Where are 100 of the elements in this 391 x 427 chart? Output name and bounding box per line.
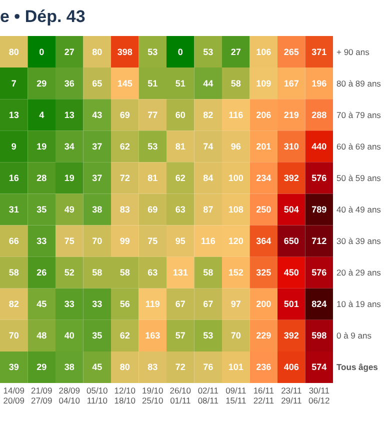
data-label: 219 xyxy=(284,110,299,120)
data-label: 576 xyxy=(312,172,327,183)
data-label: 96 xyxy=(230,141,241,152)
data-label: 84 xyxy=(203,172,214,183)
x-tick-label: 02/11 08/11 xyxy=(198,386,219,406)
data-label: 66 xyxy=(8,236,19,246)
data-label: 574 xyxy=(312,362,327,372)
data-label: 440 xyxy=(312,141,327,152)
x-tick-label: 23/11 29/11 xyxy=(281,386,302,406)
data-label: 95 xyxy=(175,236,186,246)
data-label: 53 xyxy=(148,141,158,152)
data-label: 63 xyxy=(175,204,186,214)
data-label: 83 xyxy=(120,204,130,214)
y-tick-label: 0 à 9 ans xyxy=(336,330,372,341)
data-label: 31 xyxy=(8,204,19,214)
data-label: 206 xyxy=(256,110,272,120)
data-label: 69 xyxy=(148,204,158,214)
data-label: 53 xyxy=(203,330,214,341)
data-label: 87 xyxy=(203,204,214,214)
data-label: 53 xyxy=(203,46,214,57)
data-label: 229 xyxy=(256,330,272,341)
data-label: 82 xyxy=(8,299,19,310)
y-tick-label: 80 à 89 ans xyxy=(336,78,381,88)
x-tick-label: 16/11 22/11 xyxy=(253,386,274,406)
data-label: 131 xyxy=(172,268,188,278)
y-tick-label: 10 à 19 ans xyxy=(336,299,381,310)
data-label: 33 xyxy=(64,299,74,310)
data-label: 145 xyxy=(117,78,132,88)
data-label: 152 xyxy=(228,268,244,278)
data-label: 392 xyxy=(284,172,299,183)
x-tick-label: 19/10 25/10 xyxy=(142,386,164,406)
data-label: 51 xyxy=(148,78,158,88)
y-tick-label: 20 à 29 ans xyxy=(336,268,381,278)
data-label: 116 xyxy=(200,236,216,246)
data-label: 0 xyxy=(39,46,44,57)
data-label: 70 xyxy=(8,330,19,341)
data-label: 80 xyxy=(92,46,102,57)
data-label: 62 xyxy=(120,330,130,341)
data-label: 69 xyxy=(120,110,130,120)
data-label: 70 xyxy=(230,330,241,341)
data-label: 310 xyxy=(284,141,299,152)
data-label: 38 xyxy=(92,204,102,214)
data-label: 265 xyxy=(284,46,299,57)
y-tick-label: 50 à 59 ans xyxy=(336,172,381,183)
data-label: 824 xyxy=(312,299,327,310)
data-label: 26 xyxy=(36,268,47,278)
data-label: 364 xyxy=(256,236,272,246)
data-label: 576 xyxy=(312,268,327,278)
data-label: 52 xyxy=(64,268,74,278)
data-label: 48 xyxy=(36,330,47,341)
y-tick-label: 30 à 39 ans xyxy=(336,236,381,246)
x-tick-label: 05/10 11/10 xyxy=(86,386,108,406)
data-label: 13 xyxy=(8,110,19,120)
data-label: 27 xyxy=(64,46,74,57)
x-tick-label: 09/11 15/11 xyxy=(226,386,246,406)
data-label: 36 xyxy=(64,78,74,88)
data-label: 398 xyxy=(117,46,132,57)
data-label: 58 xyxy=(203,268,214,278)
data-label: 19 xyxy=(36,141,47,152)
data-label: 77 xyxy=(148,110,158,120)
data-label: 250 xyxy=(256,204,272,214)
data-label: 38 xyxy=(64,362,74,372)
data-label: 44 xyxy=(203,78,214,88)
data-label: 58 xyxy=(8,268,19,278)
data-label: 100 xyxy=(228,172,244,183)
data-label: 60 xyxy=(175,110,186,120)
data-label: 67 xyxy=(203,299,214,310)
data-label: 67 xyxy=(175,299,186,310)
data-label: 371 xyxy=(312,46,327,57)
data-label: 196 xyxy=(312,78,327,88)
data-label: 51 xyxy=(175,78,186,88)
data-label: 82 xyxy=(203,110,214,120)
data-label: 450 xyxy=(284,268,299,278)
data-label: 76 xyxy=(203,362,214,372)
x-tick-label: 12/10 18/10 xyxy=(114,386,136,406)
data-label: 29 xyxy=(36,362,47,372)
data-label: 75 xyxy=(64,236,74,246)
data-label: 49 xyxy=(64,204,74,214)
data-label: 119 xyxy=(145,299,160,310)
data-label: 37 xyxy=(92,172,102,183)
data-label: 57 xyxy=(175,330,186,341)
y-tick-label: 60 à 69 ans xyxy=(336,141,381,152)
data-label: 288 xyxy=(312,110,327,120)
data-label: 7 xyxy=(11,78,16,88)
data-label: 28 xyxy=(36,172,47,183)
y-tick-label: Tous âges xyxy=(336,362,378,372)
data-label: 39 xyxy=(8,362,19,372)
data-label: 80 xyxy=(120,362,130,372)
y-tick-label: + 90 ans xyxy=(336,46,370,57)
data-label: 712 xyxy=(312,236,327,246)
data-label: 75 xyxy=(148,236,158,246)
data-label: 72 xyxy=(120,172,130,183)
data-label: 58 xyxy=(92,268,102,278)
data-label: 163 xyxy=(145,330,160,341)
y-tick-label: 70 à 79 ans xyxy=(336,110,381,120)
data-label: 406 xyxy=(284,362,299,372)
data-label: 116 xyxy=(228,110,244,120)
data-label: 392 xyxy=(284,330,299,341)
chart-title: e • Dép. 43 xyxy=(0,7,86,26)
data-label: 234 xyxy=(256,172,272,183)
